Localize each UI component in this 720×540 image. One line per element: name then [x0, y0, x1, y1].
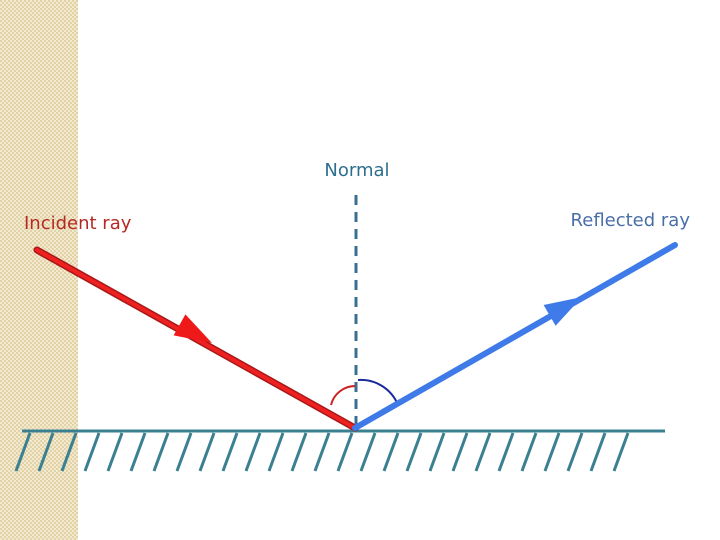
hatch-line [152, 432, 170, 472]
incidence-angle-arc [330, 385, 356, 406]
side-stripe [0, 0, 78, 540]
hatch-line [405, 432, 423, 472]
hatch-line [520, 432, 538, 472]
hatch-line [589, 432, 607, 472]
hatch-line [612, 432, 630, 472]
hatch-line [37, 432, 55, 472]
hatch-line [474, 432, 492, 472]
hatch-line [83, 432, 101, 472]
hatch-line [566, 432, 584, 472]
reflection-angle-arc [357, 378, 399, 406]
hatch-line [336, 432, 354, 472]
reflected-arrowhead [543, 297, 582, 326]
hatch-line [428, 432, 446, 472]
hatch-line [267, 432, 285, 472]
normal-label: Normal [324, 160, 389, 181]
reflected-label: Reflected ray [571, 210, 691, 231]
hatch-line [543, 432, 561, 472]
hatch-line [313, 432, 331, 472]
hatch-line [221, 432, 239, 472]
hatch-line [382, 432, 400, 472]
hatch-line [14, 432, 32, 472]
hatch-line [106, 432, 124, 472]
hatch-line [290, 432, 308, 472]
hatch-line [198, 432, 216, 472]
hatch-line [129, 432, 147, 472]
hatch-line [359, 432, 377, 472]
hatch-line [244, 432, 262, 472]
reflected-ray [352, 242, 678, 431]
incident-label: Incident ray [24, 213, 132, 234]
hatch-line [451, 432, 469, 472]
hatch-line [60, 432, 78, 472]
hatch-line [497, 432, 515, 472]
hatch-line [175, 432, 193, 472]
incident-arrowhead [173, 314, 212, 343]
mirror-hatching [14, 432, 630, 472]
